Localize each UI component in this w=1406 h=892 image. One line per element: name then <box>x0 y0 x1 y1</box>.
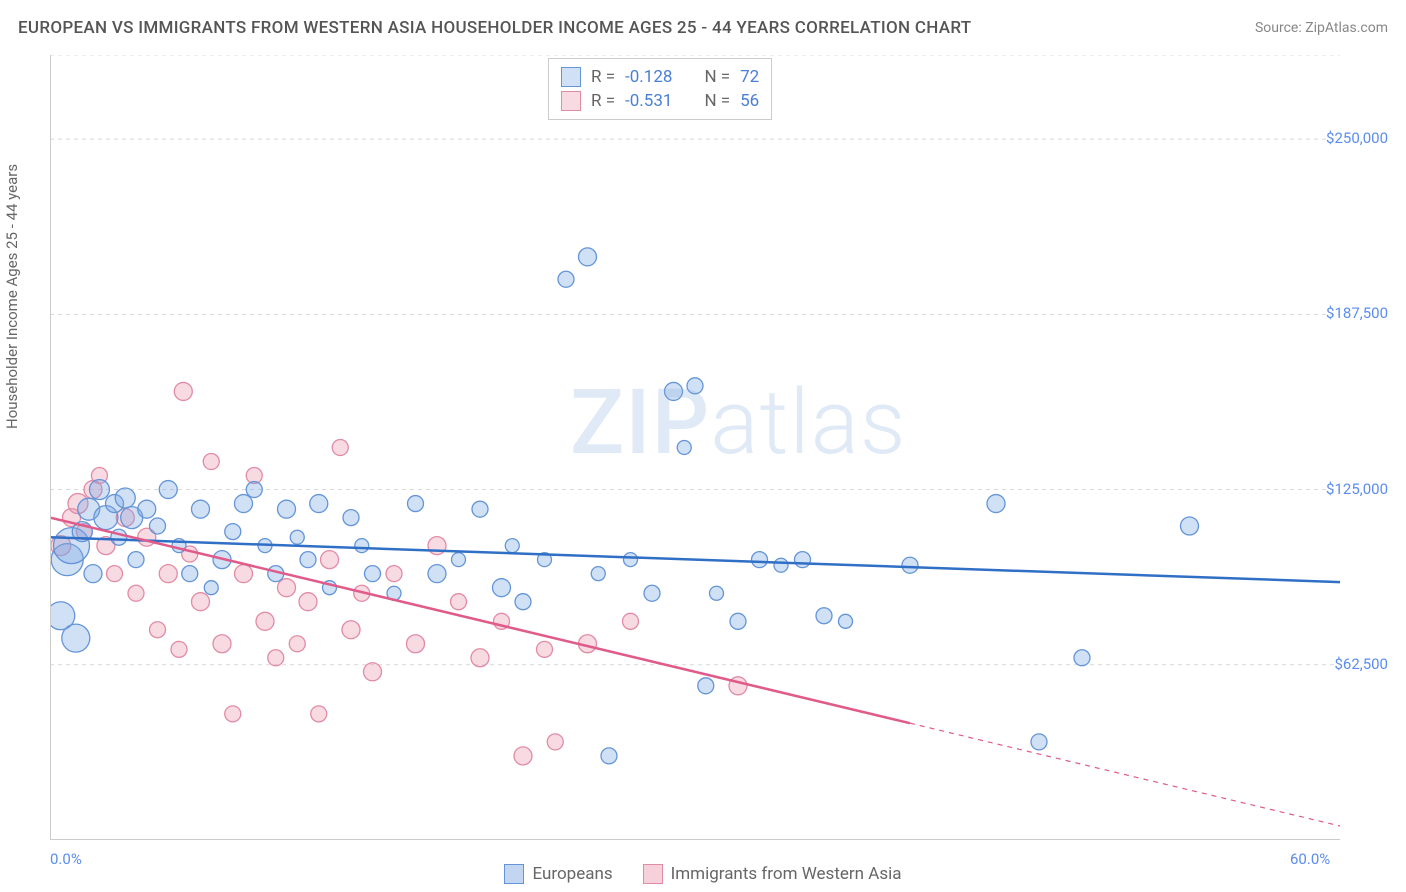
y-tick-label: $250,000 <box>1326 129 1388 147</box>
legend-item: Immigrants from Western Asia <box>643 864 902 884</box>
legend-swatch <box>504 864 524 884</box>
chart-container: EUROPEAN VS IMMIGRANTS FROM WESTERN ASIA… <box>0 0 1406 892</box>
y-tick-label: $187,500 <box>1326 304 1388 322</box>
corr-row-blue: R = -0.128 N = 72 <box>561 65 759 89</box>
legend-item: Europeans <box>504 864 612 884</box>
r-value-blue: -0.128 <box>625 67 672 87</box>
n-label-pink: N = <box>704 91 730 111</box>
legend-swatch <box>643 864 663 884</box>
y-tick-label: $62,500 <box>1334 655 1388 673</box>
corr-row-pink: R = -0.531 N = 56 <box>561 89 759 113</box>
r-value-pink: -0.531 <box>625 91 672 111</box>
bottom-legend: Europeans Immigrants from Western Asia <box>0 864 1406 884</box>
plot-border <box>50 55 1340 840</box>
legend-label: Immigrants from Western Asia <box>671 864 902 884</box>
n-value-blue: 72 <box>740 67 759 87</box>
y-tick-label: $125,000 <box>1326 480 1388 498</box>
source-attribution: Source: ZipAtlas.com <box>1255 20 1388 36</box>
correlation-legend: R = -0.128 N = 72 R = -0.531 N = 56 <box>548 58 772 120</box>
r-label-blue: R = <box>591 67 615 87</box>
legend-label: Europeans <box>532 864 612 884</box>
r-label-pink: R = <box>591 91 615 111</box>
chart-title: EUROPEAN VS IMMIGRANTS FROM WESTERN ASIA… <box>18 18 971 38</box>
n-value-pink: 56 <box>740 91 759 111</box>
corr-swatch-pink <box>561 91 581 111</box>
y-axis-label: Householder Income Ages 25 - 44 years <box>3 164 21 429</box>
n-label-blue: N = <box>704 67 730 87</box>
corr-swatch-blue <box>561 67 581 87</box>
